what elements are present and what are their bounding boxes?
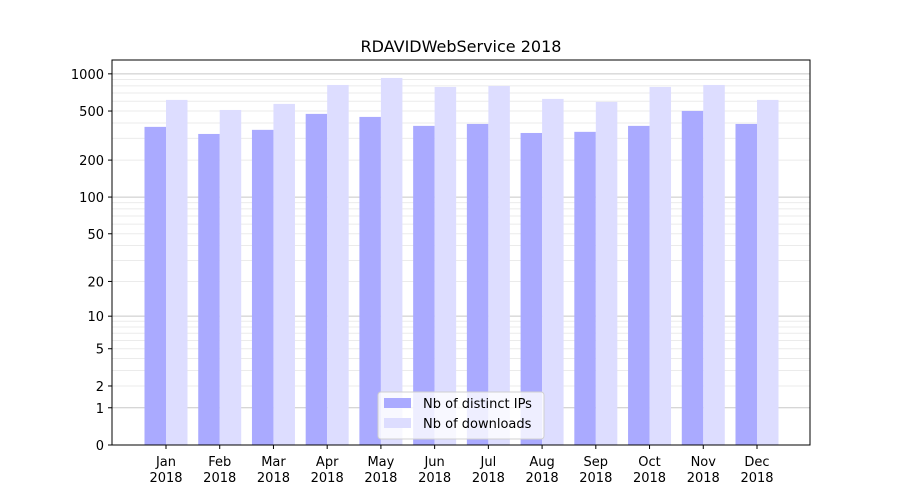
x-tick-label: Jun 2018 — [418, 455, 451, 486]
x-tick-label: May 2018 — [364, 455, 397, 486]
legend: Nb of distinct IPs Nb of downloads — [377, 391, 545, 440]
bar-downloads — [219, 109, 242, 446]
bar-downloads — [273, 103, 295, 446]
bar-downloads — [166, 99, 188, 445]
x-tick-label: Jan 2018 — [149, 455, 182, 486]
bar-downloads — [542, 98, 564, 445]
legend-label: Nb of downloads — [423, 417, 532, 432]
bar-distinct-ips — [359, 116, 381, 446]
x-tick-label: Apr 2018 — [311, 455, 344, 486]
bar-distinct-ips — [466, 123, 489, 445]
bar-distinct-ips — [144, 126, 166, 446]
y-tick-label: 100 — [79, 191, 104, 206]
legend-swatch — [384, 398, 411, 408]
x-tick-label: Dec 2018 — [740, 455, 773, 486]
y-tick-label: 500 — [79, 105, 104, 120]
x-tick-label: Jul 2018 — [472, 455, 505, 486]
legend-box — [377, 391, 545, 440]
y-tick-label: 0 — [96, 439, 104, 454]
x-tick-label: Oct 2018 — [633, 455, 666, 486]
legend-label: Nb of distinct IPs — [423, 397, 532, 412]
bar-downloads — [595, 101, 618, 445]
x-tick-label: Feb 2018 — [203, 455, 236, 486]
bar-distinct-ips — [413, 125, 435, 445]
legend-swatch — [384, 418, 411, 428]
y-tick-label: 200 — [79, 154, 104, 169]
y-tick-label: 2 — [96, 380, 104, 395]
bar-distinct-ips — [574, 131, 596, 445]
bar-distinct-ips — [628, 125, 650, 445]
bar-distinct-ips — [735, 123, 757, 445]
chart-title: RDAVIDWebService 2018 — [361, 37, 562, 56]
x-tick-label: Sep 2018 — [579, 455, 612, 486]
y-tick-label: 50 — [87, 228, 104, 243]
bar-downloads — [757, 99, 779, 445]
x-tick-label: Nov 2018 — [687, 455, 720, 486]
plot-frame — [111, 59, 811, 446]
bar-downloads — [649, 86, 672, 445]
bar-distinct-ips — [520, 132, 543, 446]
bar-distinct-ips — [305, 113, 328, 445]
bar-distinct-ips — [198, 133, 220, 445]
bar-downloads — [434, 86, 457, 445]
y-tick-label: 10 — [87, 310, 104, 325]
x-tick-label: Aug 2018 — [526, 455, 559, 486]
bar-downloads — [703, 84, 725, 446]
y-tick-label: 1 — [96, 402, 104, 417]
y-tick-label: 20 — [87, 275, 104, 290]
bar-distinct-ips — [251, 129, 274, 445]
x-tick-label: Mar 2018 — [257, 455, 290, 486]
y-tick-label: 1000 — [71, 68, 104, 83]
bar-distinct-ips — [681, 110, 704, 446]
bar-downloads — [380, 77, 403, 446]
y-tick-label: 5 — [96, 343, 104, 358]
bar-downloads — [327, 84, 349, 446]
bar-downloads — [488, 85, 510, 446]
